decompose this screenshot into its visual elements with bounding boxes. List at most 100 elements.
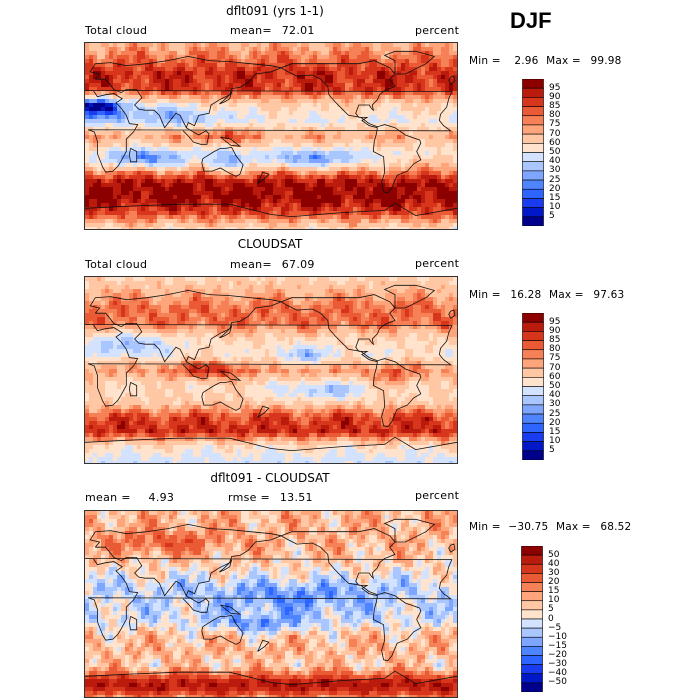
map-cell bbox=[237, 187, 242, 192]
map-cell bbox=[309, 143, 314, 148]
map-cell bbox=[197, 159, 202, 164]
map-cell bbox=[409, 281, 414, 286]
map-cell bbox=[389, 123, 394, 128]
map-cell bbox=[185, 51, 190, 56]
map-cell bbox=[189, 135, 194, 140]
map-cell bbox=[141, 123, 146, 128]
map-cell bbox=[189, 63, 194, 68]
map-cell bbox=[273, 75, 278, 80]
map-cell bbox=[177, 119, 182, 124]
map-cell bbox=[293, 67, 298, 72]
map-cell bbox=[269, 71, 274, 76]
map-cell bbox=[245, 127, 250, 132]
map-cell bbox=[253, 223, 258, 228]
map-cell bbox=[173, 199, 178, 204]
map-cell bbox=[245, 293, 250, 298]
map-cell bbox=[101, 103, 106, 108]
map-cell bbox=[189, 119, 194, 124]
map-cell bbox=[429, 281, 434, 286]
map-cell bbox=[101, 67, 106, 72]
map-cell bbox=[197, 219, 202, 224]
map-cell bbox=[149, 43, 154, 48]
map-cell bbox=[129, 123, 134, 128]
map-cell bbox=[309, 203, 314, 208]
map-cell bbox=[313, 135, 318, 140]
map-cell bbox=[257, 55, 262, 60]
map-cell bbox=[113, 63, 118, 68]
map-cell bbox=[385, 147, 390, 152]
map-cell bbox=[441, 47, 446, 52]
map-cell bbox=[441, 211, 446, 216]
map-cell bbox=[85, 215, 90, 220]
map-cell bbox=[129, 79, 134, 84]
map-cell bbox=[233, 43, 238, 48]
map-cell bbox=[429, 215, 434, 220]
map-cell bbox=[281, 111, 286, 116]
map-cell bbox=[421, 277, 426, 282]
map-cell bbox=[341, 55, 346, 60]
map-cell bbox=[225, 289, 230, 294]
map-cell bbox=[245, 151, 250, 156]
map-cell bbox=[341, 83, 346, 88]
map-cell bbox=[161, 139, 166, 144]
map-cell bbox=[193, 71, 198, 76]
map-cell bbox=[381, 75, 386, 80]
map-cell bbox=[361, 277, 366, 282]
map-cell bbox=[173, 163, 178, 168]
map-cell bbox=[205, 155, 210, 160]
map-cell bbox=[305, 127, 310, 132]
map-cell bbox=[393, 191, 398, 196]
map-cell bbox=[137, 171, 142, 176]
map-cell bbox=[121, 151, 126, 156]
map-cell bbox=[225, 223, 230, 228]
map-cell bbox=[221, 227, 226, 229]
map-cell bbox=[445, 91, 450, 96]
map-cell bbox=[177, 289, 182, 294]
map-cell bbox=[425, 123, 430, 128]
map-cell bbox=[405, 67, 410, 72]
map-cell bbox=[245, 297, 250, 302]
map-cell bbox=[221, 203, 226, 208]
map-cell bbox=[369, 91, 374, 96]
map-cell bbox=[233, 87, 238, 92]
map-cell bbox=[385, 203, 390, 208]
map-cell bbox=[401, 211, 406, 216]
map-cell bbox=[185, 95, 190, 100]
map-cell bbox=[305, 199, 310, 204]
map-cell bbox=[377, 289, 382, 294]
map-cell bbox=[289, 59, 294, 64]
map-cell bbox=[425, 55, 430, 60]
map-cell bbox=[357, 203, 362, 208]
map-cell bbox=[189, 163, 194, 168]
map-cell bbox=[321, 195, 326, 200]
map-cell bbox=[145, 43, 150, 48]
map-cell bbox=[345, 147, 350, 152]
map-cell bbox=[113, 281, 118, 286]
map-cell bbox=[329, 131, 334, 136]
map-cell bbox=[165, 79, 170, 84]
map-cell bbox=[205, 111, 210, 116]
map-cell bbox=[365, 59, 370, 64]
map-cell bbox=[453, 143, 457, 148]
map-cell bbox=[153, 131, 158, 136]
map-cell bbox=[273, 293, 278, 298]
map-cell bbox=[317, 297, 322, 302]
map-cell bbox=[125, 47, 130, 52]
map-cell bbox=[421, 139, 426, 144]
map-cell bbox=[297, 79, 302, 84]
map-cell bbox=[433, 91, 438, 96]
map-cell bbox=[389, 87, 394, 92]
map-cell bbox=[429, 289, 434, 294]
map-cell bbox=[405, 135, 410, 140]
map-cell bbox=[449, 215, 454, 220]
map-cell bbox=[157, 59, 162, 64]
map-cell bbox=[317, 277, 322, 282]
map-cell bbox=[397, 55, 402, 60]
map-cell bbox=[449, 87, 454, 92]
map-cell bbox=[217, 219, 222, 224]
map-cell bbox=[193, 75, 198, 80]
map-cell bbox=[153, 67, 158, 72]
map-cell bbox=[357, 55, 362, 60]
map-cell bbox=[129, 111, 134, 116]
map-cell bbox=[237, 277, 242, 282]
